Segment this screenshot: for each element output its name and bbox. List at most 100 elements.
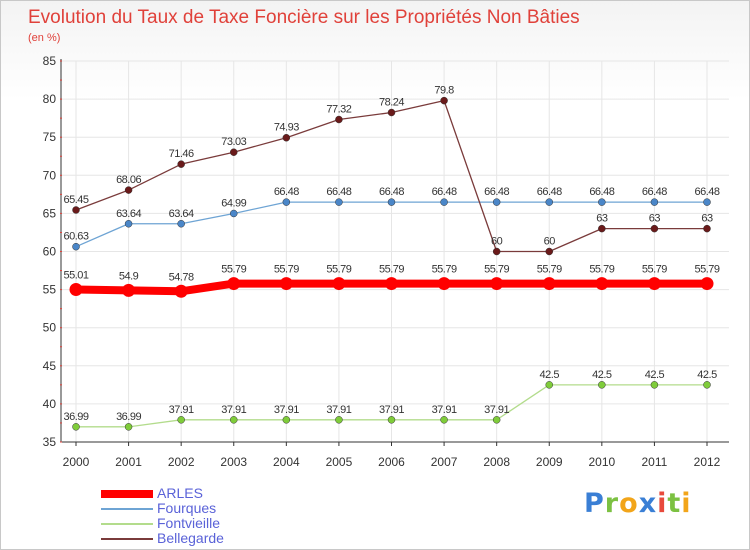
legend-item-fourques: Fourques <box>101 501 301 517</box>
data-point-arles <box>227 277 241 291</box>
data-point-bellegarde <box>72 206 80 214</box>
y-tick-label: 50 <box>43 321 57 335</box>
data-point-arles <box>332 277 346 291</box>
x-tick-label: 2007 <box>431 455 458 469</box>
y-tick-label: 60 <box>43 245 57 259</box>
data-label-fourques: 66.48 <box>694 186 719 198</box>
data-label-fourques: 60.63 <box>63 231 88 243</box>
data-label-fontvieille: 42.5 <box>645 369 665 381</box>
data-label-arles: 55.79 <box>432 264 457 276</box>
data-point-fourques <box>598 198 606 206</box>
data-point-arles <box>122 283 136 297</box>
x-tick-label: 2002 <box>168 455 195 469</box>
x-tick-label: 2009 <box>536 455 563 469</box>
data-point-fourques <box>282 198 291 206</box>
data-point-fourques <box>124 220 133 228</box>
data-point-arles <box>174 284 188 298</box>
chart-legend: ARLES Fourques Fontvieille Bellegarde <box>101 485 301 547</box>
data-label-bellegarde: 77.32 <box>326 104 351 116</box>
data-label-fontvieille: 36.99 <box>63 411 88 423</box>
y-tick-label: 45 <box>43 359 57 373</box>
data-label-arles: 55.79 <box>484 264 509 276</box>
data-label-bellegarde: 65.45 <box>63 194 88 206</box>
data-point-fourques <box>545 198 553 206</box>
data-point-bellegarde <box>440 96 448 105</box>
data-point-fontvieille <box>492 416 501 424</box>
data-point-fourques <box>72 242 80 251</box>
data-point-fontvieille <box>598 381 606 389</box>
data-point-fontvieille <box>440 416 448 424</box>
data-label-arles: 54.78 <box>169 271 194 283</box>
data-point-fourques <box>230 209 238 218</box>
data-point-fontvieille <box>124 423 133 431</box>
data-point-arles <box>385 277 398 291</box>
data-label-bellegarde: 60 <box>544 236 556 248</box>
data-label-fontvieille: 42.5 <box>697 369 717 381</box>
data-label-fourques: 66.48 <box>484 186 509 198</box>
data-point-fontvieille <box>545 381 553 389</box>
data-label-bellegarde: 79.8 <box>434 85 454 97</box>
data-label-arles: 55.79 <box>221 264 246 276</box>
data-label-fourques: 63.64 <box>169 208 194 220</box>
data-label-arles: 55.79 <box>589 264 614 276</box>
data-point-bellegarde <box>545 247 553 256</box>
y-tick-label: 75 <box>43 130 57 144</box>
y-tick-label: 40 <box>43 397 57 411</box>
data-point-bellegarde <box>598 224 606 233</box>
data-label-fourques: 66.48 <box>642 186 667 198</box>
legend-label-arles: ARLES <box>157 485 203 501</box>
data-point-fourques <box>650 198 659 206</box>
data-label-fontvieille: 37.91 <box>379 404 404 416</box>
data-point-fourques <box>387 198 396 206</box>
x-tick-label: 2001 <box>115 455 142 469</box>
data-point-arles <box>595 277 609 291</box>
data-point-fontvieille <box>650 381 659 389</box>
legend-swatch-fontvieille <box>101 523 153 525</box>
data-point-bellegarde <box>387 108 396 117</box>
legend-item-fontvieille: Fontvieille <box>101 515 301 532</box>
data-label-arles: 55.79 <box>694 264 719 276</box>
data-label-fontvieille: 37.91 <box>274 404 299 416</box>
legend-swatch-bellegarde <box>101 538 153 540</box>
data-label-fourques: 66.48 <box>274 186 299 198</box>
data-point-fontvieille <box>177 416 185 424</box>
data-point-fourques <box>703 198 711 206</box>
x-tick-label: 2004 <box>273 455 300 469</box>
data-label-bellegarde: 73.03 <box>221 136 246 148</box>
data-point-bellegarde <box>124 186 133 194</box>
logo-letter: t <box>667 488 682 519</box>
legend-label-fontvieille: Fontvieille <box>157 515 221 531</box>
data-point-arles <box>437 277 451 291</box>
data-label-fourques: 64.99 <box>221 197 246 209</box>
data-label-fontvieille: 37.91 <box>432 404 457 416</box>
data-label-arles: 55.79 <box>379 264 404 276</box>
data-point-arles <box>647 277 661 291</box>
y-tick-label: 55 <box>43 283 57 297</box>
data-label-fontvieille: 36.99 <box>116 411 141 423</box>
data-label-fontvieille: 37.91 <box>326 404 351 416</box>
data-label-fontvieille: 37.91 <box>484 404 509 416</box>
data-label-fourques: 66.48 <box>432 186 457 198</box>
data-label-bellegarde: 74.93 <box>274 122 299 134</box>
x-tick-label: 2010 <box>588 455 615 469</box>
data-label-bellegarde: 63 <box>649 213 661 225</box>
data-label-fourques: 66.48 <box>537 186 562 198</box>
data-point-bellegarde <box>230 148 238 156</box>
data-label-fourques: 66.48 <box>326 186 351 198</box>
data-label-arles: 55.79 <box>274 264 299 276</box>
data-label-fourques: 63.64 <box>116 208 141 220</box>
data-label-fontvieille: 37.91 <box>169 404 194 416</box>
data-point-bellegarde <box>703 224 711 233</box>
data-point-bellegarde <box>282 133 291 142</box>
logo-letter: i <box>657 488 668 519</box>
y-tick-label: 35 <box>43 435 57 449</box>
y-tick-label: 85 <box>43 54 57 68</box>
data-point-arles <box>69 283 83 297</box>
data-point-arles <box>542 277 556 291</box>
legend-label-bellegarde: Bellegarde <box>157 530 224 546</box>
x-tick-label: 2012 <box>694 455 721 469</box>
data-point-bellegarde <box>650 224 659 233</box>
data-point-fontvieille <box>282 416 291 424</box>
data-label-bellegarde: 63 <box>596 213 608 225</box>
y-tick-label: 65 <box>43 206 57 220</box>
